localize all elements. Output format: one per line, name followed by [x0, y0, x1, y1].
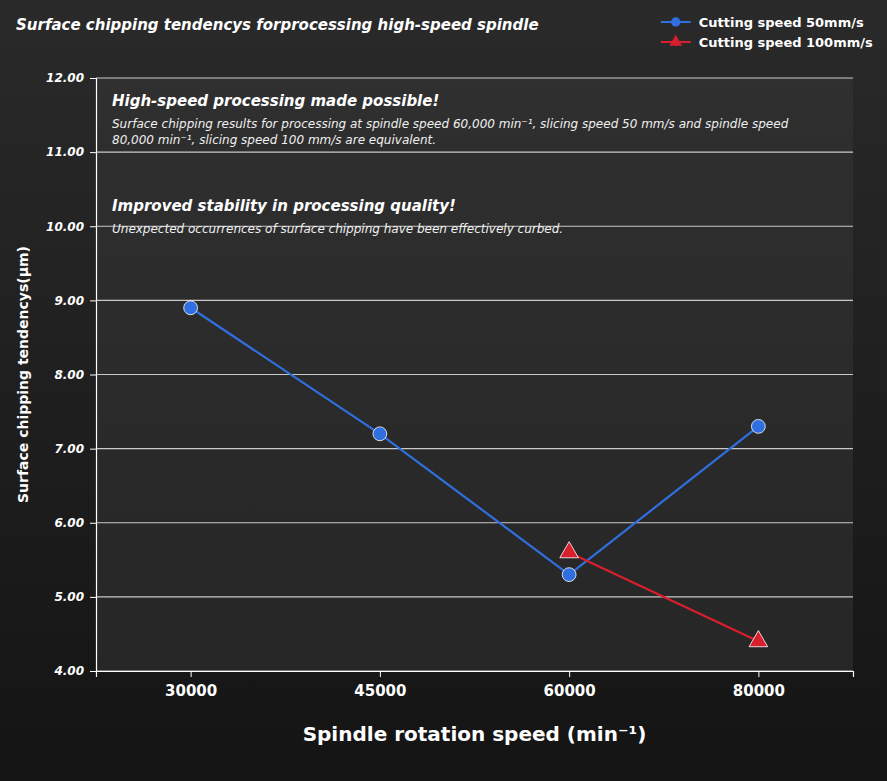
tick: 5.00	[54, 590, 96, 604]
tick-mark	[90, 523, 96, 524]
tick-mark	[90, 78, 96, 79]
tick: 8.00	[54, 368, 96, 382]
background	[0, 0, 887, 781]
y-axis-title: Surface chipping tendencys(μm)	[15, 246, 31, 503]
tick-mark	[90, 226, 96, 227]
annotation-heading: Improved stability in processing quality…	[112, 197, 456, 215]
tick: 11.00	[46, 145, 96, 159]
marks	[184, 301, 768, 647]
tick: 12.00	[46, 71, 96, 85]
marker	[184, 301, 198, 315]
annotation-line: Surface chipping results for processing …	[112, 117, 789, 131]
plot-area	[96, 78, 853, 671]
legend-label: Cutting speed 50mm/s	[699, 15, 864, 30]
tick-mark	[569, 671, 570, 677]
tick: 9.00	[54, 294, 96, 308]
marker	[560, 542, 579, 558]
annotation-line: Unexpected occurrences of surface chippi…	[112, 222, 563, 236]
tick: 10.00	[46, 220, 96, 234]
marker	[562, 568, 576, 582]
tick-mark	[90, 375, 96, 376]
marker	[751, 419, 765, 433]
chart: 4.00 5.00 6.00 7.00 8.00 9.00 10.00 11.00 12.00 3…	[0, 0, 887, 781]
series-line	[569, 552, 758, 641]
legend-label: Cutting speed 100mm/s	[699, 35, 873, 50]
axis-line	[90, 79, 97, 672]
annotation-heading: High-speed processing made possible!	[112, 92, 439, 110]
tick: 45000	[354, 671, 406, 700]
tick-label: 30000	[165, 682, 217, 700]
marker	[373, 427, 387, 441]
tick: 7.00	[54, 442, 96, 456]
tick-label: 10.00	[46, 220, 84, 234]
tick: 4.00	[53, 664, 96, 678]
tick-label: 45000	[354, 682, 406, 700]
grid-line	[96, 448, 853, 449]
tick: 80000	[733, 671, 785, 700]
grid-line	[96, 300, 853, 301]
grid-line	[96, 374, 853, 375]
legend-marker	[669, 35, 682, 46]
tick-mark	[90, 449, 96, 450]
legend-item: Cutting speed 50mm/s	[661, 15, 864, 30]
tick: 6.00	[54, 516, 96, 530]
tick-label: 9.00	[54, 294, 84, 308]
legend-marker	[671, 17, 680, 26]
axis-line	[97, 672, 854, 678]
tick-mark	[90, 300, 96, 301]
tick-mark	[191, 671, 192, 677]
annotation-text: Unexpected occurrences of surface chippi…	[112, 222, 563, 236]
tick-mark	[90, 152, 96, 153]
legend-item: Cutting speed 100mm/s	[661, 35, 873, 50]
legend: Cutting speed 50mm/s Cutting speed 100mm/…	[661, 15, 873, 50]
grid-line	[96, 522, 853, 523]
tick: 60000	[544, 671, 596, 700]
tick-mark	[380, 671, 381, 677]
tick-mark	[758, 671, 759, 677]
tick-label: 5.00	[54, 590, 84, 604]
x-axis-title: Spindle rotation speed (min⁻¹)	[303, 722, 647, 746]
y-axis: 4.00 5.00 6.00 7.00 8.00 9.00 10.00 11.00 12.00	[46, 71, 96, 678]
tick-label: 60000	[544, 682, 596, 700]
tick-label: 6.00	[54, 516, 84, 530]
tick-label: 8.00	[54, 368, 84, 382]
grid-line	[96, 77, 853, 78]
tick-label: 4.00	[53, 664, 84, 678]
grid	[96, 78, 853, 671]
tick-label: 12.00	[46, 71, 84, 85]
grid-line	[96, 596, 853, 597]
grid-line	[96, 152, 853, 153]
tick: 30000	[165, 671, 217, 700]
chart-title: Surface chipping tendencys forprocessing…	[16, 16, 539, 34]
tick-mark	[90, 671, 96, 672]
marker	[749, 631, 768, 647]
x-axis: 30000 45000 60000 80000	[97, 671, 854, 700]
series-line	[191, 308, 759, 575]
annotation-text: Surface chipping results for processing …	[112, 117, 789, 147]
tick-label: 7.00	[54, 442, 84, 456]
tick-label: 80000	[733, 682, 785, 700]
tick-mark	[90, 597, 96, 598]
tick-label: 11.00	[46, 145, 84, 159]
annotation-line: 80,000 min⁻¹, slicing speed 100 mm/s are…	[112, 133, 436, 147]
annotations: High-speed processing made possible! Surf…	[112, 92, 789, 236]
